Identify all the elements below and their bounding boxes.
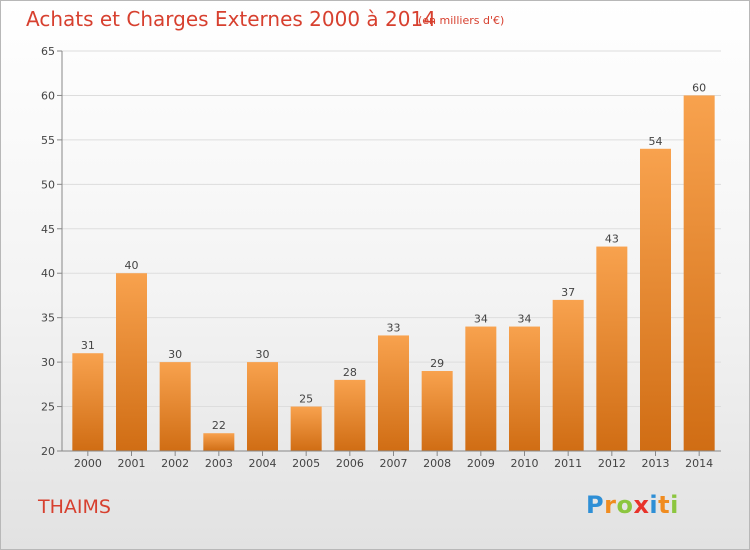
bar-2012 xyxy=(596,246,628,451)
bar-2011 xyxy=(552,299,584,451)
bar-2009 xyxy=(465,326,497,451)
x-tick-label-2003: 2003 xyxy=(205,457,233,470)
x-tick-label-2004: 2004 xyxy=(249,457,277,470)
x-tick-label-2007: 2007 xyxy=(380,457,408,470)
y-tick-label: 20 xyxy=(41,445,55,458)
proxiti-logo: Proxiti xyxy=(586,491,679,519)
data-label-2003: 22 xyxy=(212,419,226,432)
bar-2001 xyxy=(116,273,147,451)
bar-2005 xyxy=(290,406,322,451)
x-tick-label-2002: 2002 xyxy=(161,457,189,470)
data-label-2005: 25 xyxy=(299,393,313,406)
data-label-2001: 40 xyxy=(125,259,139,272)
y-tick-label: 40 xyxy=(41,267,55,280)
data-label-2008: 29 xyxy=(430,357,444,370)
y-tick-label: 65 xyxy=(41,45,55,58)
data-label-2000: 31 xyxy=(81,339,95,352)
bar-2004 xyxy=(247,362,278,451)
bar-2003 xyxy=(203,433,235,451)
bar-2006 xyxy=(334,379,366,451)
data-label-2014: 60 xyxy=(692,81,706,94)
bar-2002 xyxy=(159,362,191,451)
y-tick-label: 25 xyxy=(41,401,55,414)
logo-letter: P xyxy=(586,491,605,519)
bar-2014 xyxy=(683,95,715,451)
logo-letter: i xyxy=(649,491,659,519)
y-tick-label: 35 xyxy=(41,312,55,325)
x-tick-label-2013: 2013 xyxy=(642,457,670,470)
x-tick-label-2011: 2011 xyxy=(554,457,582,470)
x-tick-label-2014: 2014 xyxy=(685,457,713,470)
logo-letter: x xyxy=(633,491,650,519)
data-label-2010: 34 xyxy=(518,313,532,326)
data-label-2004: 30 xyxy=(256,348,270,361)
bar-2010 xyxy=(509,326,540,451)
bar-2000 xyxy=(72,353,104,451)
x-tick-label-2006: 2006 xyxy=(336,457,364,470)
data-label-2012: 43 xyxy=(605,233,619,246)
data-label-2013: 54 xyxy=(649,135,663,148)
y-tick-label: 60 xyxy=(41,89,55,102)
bar-2007 xyxy=(378,335,409,451)
x-tick-label-2000: 2000 xyxy=(74,457,102,470)
y-tick-label: 50 xyxy=(41,178,55,191)
logo-letter: i xyxy=(670,491,679,519)
commune-name: THAIMS xyxy=(38,496,111,518)
logo-letter: o xyxy=(616,491,634,519)
bar-2013 xyxy=(640,148,671,451)
data-label-2002: 30 xyxy=(168,348,182,361)
data-label-2007: 33 xyxy=(387,321,401,334)
chart-subtitle: (en milliers d'€) xyxy=(418,14,505,27)
logo-letter: t xyxy=(658,491,671,519)
chart-title: Achats et Charges Externes 2000 à 2014 xyxy=(26,7,436,31)
x-tick-label-2001: 2001 xyxy=(118,457,146,470)
y-tick-label: 55 xyxy=(41,134,55,147)
y-tick-label: 30 xyxy=(41,356,55,369)
data-label-2009: 34 xyxy=(474,313,488,326)
data-label-2011: 37 xyxy=(561,286,575,299)
logo-letter: r xyxy=(604,491,617,519)
x-tick-label-2012: 2012 xyxy=(598,457,626,470)
x-tick-label-2008: 2008 xyxy=(423,457,451,470)
y-tick-label: 45 xyxy=(41,223,55,236)
data-label-2006: 28 xyxy=(343,366,357,379)
x-tick-label-2009: 2009 xyxy=(467,457,495,470)
x-tick-label-2010: 2010 xyxy=(511,457,539,470)
bar-2008 xyxy=(421,371,453,451)
x-tick-label-2005: 2005 xyxy=(292,457,320,470)
